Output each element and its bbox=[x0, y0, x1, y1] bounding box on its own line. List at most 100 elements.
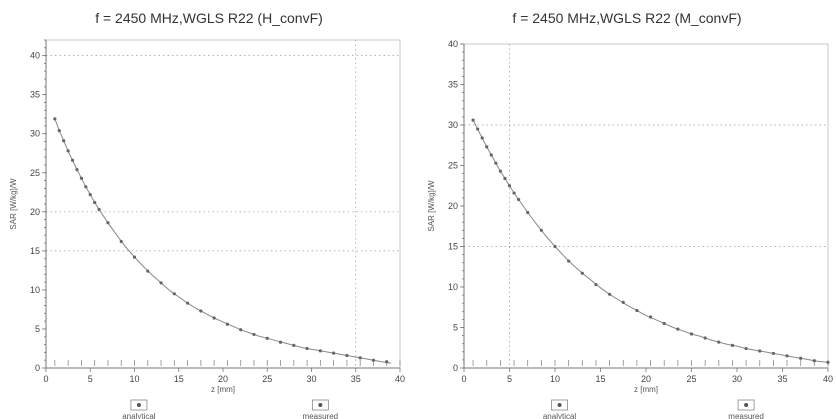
x-tick-label: 0 bbox=[461, 374, 466, 384]
plot-frame bbox=[45, 39, 401, 369]
measured-point bbox=[84, 185, 88, 189]
measured-point bbox=[539, 228, 543, 232]
x-tick-label: 5 bbox=[507, 374, 512, 384]
measured-point bbox=[239, 328, 243, 332]
y-tick-label: 30 bbox=[30, 129, 40, 139]
y-tick-label: 30 bbox=[448, 120, 458, 130]
measured-point bbox=[489, 153, 493, 157]
y-tick-label: 35 bbox=[448, 80, 458, 90]
x-axis-label: z [mm] bbox=[211, 385, 235, 394]
measured-point bbox=[385, 360, 389, 364]
measured-point bbox=[252, 332, 256, 337]
legend-marker bbox=[318, 403, 323, 407]
y-tick-label: 20 bbox=[30, 207, 40, 217]
x-tick-label: 40 bbox=[823, 374, 833, 384]
measured-point bbox=[53, 117, 57, 121]
measured-point bbox=[703, 336, 707, 340]
measured-point bbox=[186, 301, 190, 305]
measured-point bbox=[318, 349, 322, 353]
sar-chart-h-convf: 0 5 10 15 20 25 30 35 40 0 5 10 15 20 25 30 35 40 SAR [W/k… bbox=[9, 39, 405, 419]
y-axis-label: SAR [W/kg]/W bbox=[427, 180, 436, 232]
measured-point bbox=[70, 158, 75, 162]
measured-point bbox=[771, 351, 775, 356]
y-tick-label: 35 bbox=[30, 90, 40, 100]
measured-point bbox=[476, 127, 480, 131]
measured-point bbox=[485, 145, 489, 149]
measured-point bbox=[88, 193, 92, 197]
x-tick-label: 10 bbox=[129, 374, 139, 384]
measured-point bbox=[517, 197, 521, 202]
measured-point bbox=[57, 128, 61, 133]
measured-point bbox=[553, 244, 557, 249]
x-tick-label: 35 bbox=[777, 374, 787, 384]
measured-point bbox=[594, 282, 598, 287]
y-tick-label: 10 bbox=[30, 285, 40, 295]
analytical-curve bbox=[54, 118, 392, 364]
chart-panel-m-convf: f = 2450 MHz,WGLS R22 (M_convF) 0 5 10 15 20… bbox=[418, 0, 836, 419]
x-axis-label: z [mm] bbox=[634, 385, 658, 394]
legend-label: analytical bbox=[122, 412, 156, 419]
measured-point bbox=[225, 322, 230, 326]
measured-point bbox=[494, 161, 498, 165]
y-tick-label: 40 bbox=[448, 39, 458, 49]
y-tick-label: 40 bbox=[30, 51, 40, 61]
measured-point bbox=[648, 315, 653, 319]
measured-point bbox=[785, 354, 789, 358]
measured-point bbox=[826, 360, 830, 364]
measured-point bbox=[212, 316, 216, 320]
measured-point bbox=[265, 336, 269, 340]
measured-point bbox=[371, 358, 376, 362]
y-tick-label: 25 bbox=[448, 161, 458, 171]
x-tick-label: 25 bbox=[686, 374, 696, 384]
measured-point bbox=[567, 259, 571, 263]
measured-point bbox=[512, 191, 516, 195]
x-tick-label: 15 bbox=[174, 374, 184, 384]
legend-marker bbox=[744, 403, 749, 407]
measured-point bbox=[498, 169, 502, 173]
x-tick-label: 25 bbox=[262, 374, 272, 384]
measured-point bbox=[580, 271, 584, 275]
measured-point bbox=[146, 269, 150, 273]
measured-point bbox=[689, 332, 694, 336]
measured-point bbox=[812, 359, 816, 363]
measured-point bbox=[106, 221, 110, 225]
y-tick-label: 0 bbox=[35, 363, 40, 373]
measured-point bbox=[66, 149, 70, 153]
y-tick-label: 10 bbox=[448, 282, 458, 292]
legend-label: analytical bbox=[543, 412, 577, 419]
measured-point bbox=[526, 210, 530, 215]
measured-point bbox=[480, 136, 484, 140]
x-tick-label: 10 bbox=[550, 374, 560, 384]
y-tick-label: 15 bbox=[30, 246, 40, 256]
x-tick-label: 20 bbox=[641, 374, 651, 384]
measured-point bbox=[79, 176, 83, 180]
y-tick-label: 20 bbox=[448, 201, 458, 211]
y-tick-label: 5 bbox=[453, 323, 458, 333]
measured-point bbox=[345, 353, 349, 358]
measured-point bbox=[471, 118, 475, 122]
plot-frame bbox=[463, 43, 829, 369]
measured-point bbox=[132, 255, 137, 259]
measured-point bbox=[199, 309, 203, 313]
legend-marker bbox=[557, 403, 562, 407]
chart-panel-h-convf: f = 2450 MHz,WGLS R22 (H_convF) 0 5 10 15 20… bbox=[9, 10, 405, 419]
y-tick-label: 15 bbox=[448, 242, 458, 252]
measured-point bbox=[119, 239, 123, 244]
measured-point bbox=[93, 200, 97, 205]
y-axis-label: SAR [W/kg]/W bbox=[9, 178, 18, 230]
x-tick-label: 5 bbox=[88, 374, 93, 384]
x-tick-label: 0 bbox=[43, 374, 48, 384]
legend-label: measured bbox=[728, 412, 764, 419]
measured-point bbox=[332, 351, 336, 355]
measured-point bbox=[676, 327, 680, 331]
measured-point bbox=[635, 308, 639, 313]
chart-title: f = 2450 MHz,WGLS R22 (M_convF) bbox=[512, 10, 742, 26]
measured-point bbox=[159, 281, 163, 285]
x-tick-label: 30 bbox=[306, 374, 316, 384]
measured-point bbox=[758, 349, 762, 353]
measured-point bbox=[662, 321, 666, 326]
y-tick-label: 0 bbox=[453, 363, 458, 373]
measured-point bbox=[730, 343, 735, 347]
legend-label: measured bbox=[303, 412, 339, 419]
measured-point bbox=[292, 343, 296, 347]
